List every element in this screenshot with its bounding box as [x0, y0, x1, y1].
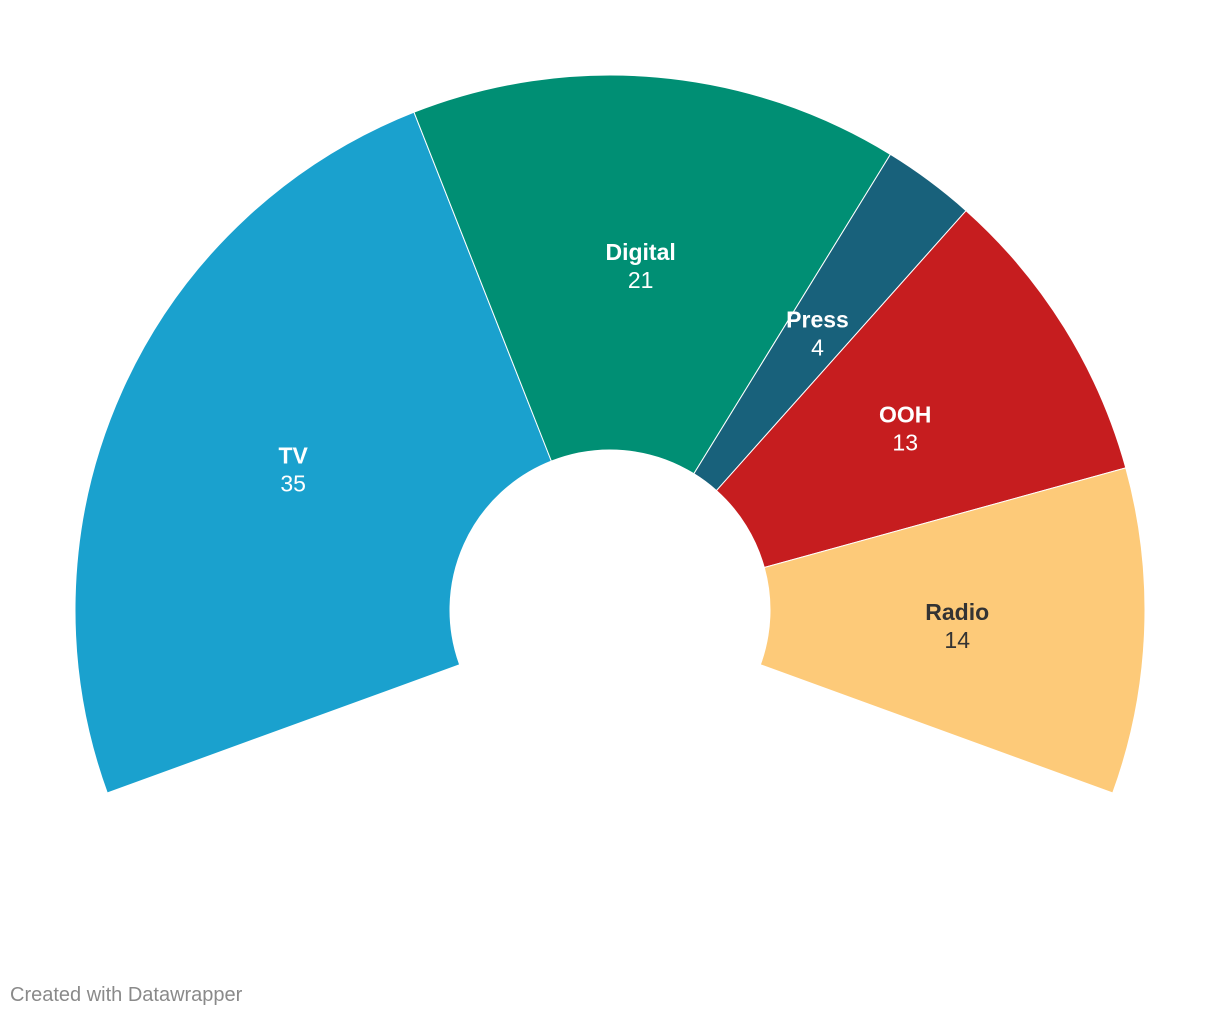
- slice-value-tv: 35: [280, 470, 306, 496]
- slice-digital: [413, 74, 892, 475]
- slice-label-press: Press: [786, 306, 849, 332]
- slice-value-press: 4: [811, 334, 824, 360]
- slice-label-digital: Digital: [605, 239, 675, 265]
- slice-label-radio: Radio: [925, 599, 989, 625]
- slice-label-tv: TV: [278, 442, 308, 468]
- credit-text: Created with Datawrapper: [10, 984, 243, 1006]
- slice-label-ooh: OOH: [879, 402, 931, 428]
- slice-tv: [74, 111, 553, 794]
- slice-value-digital: 21: [628, 267, 654, 293]
- slice-ooh: [715, 209, 1127, 569]
- slice-value-radio: 14: [944, 627, 970, 653]
- slice-radio: [759, 467, 1146, 794]
- slice-value-ooh: 13: [892, 430, 918, 456]
